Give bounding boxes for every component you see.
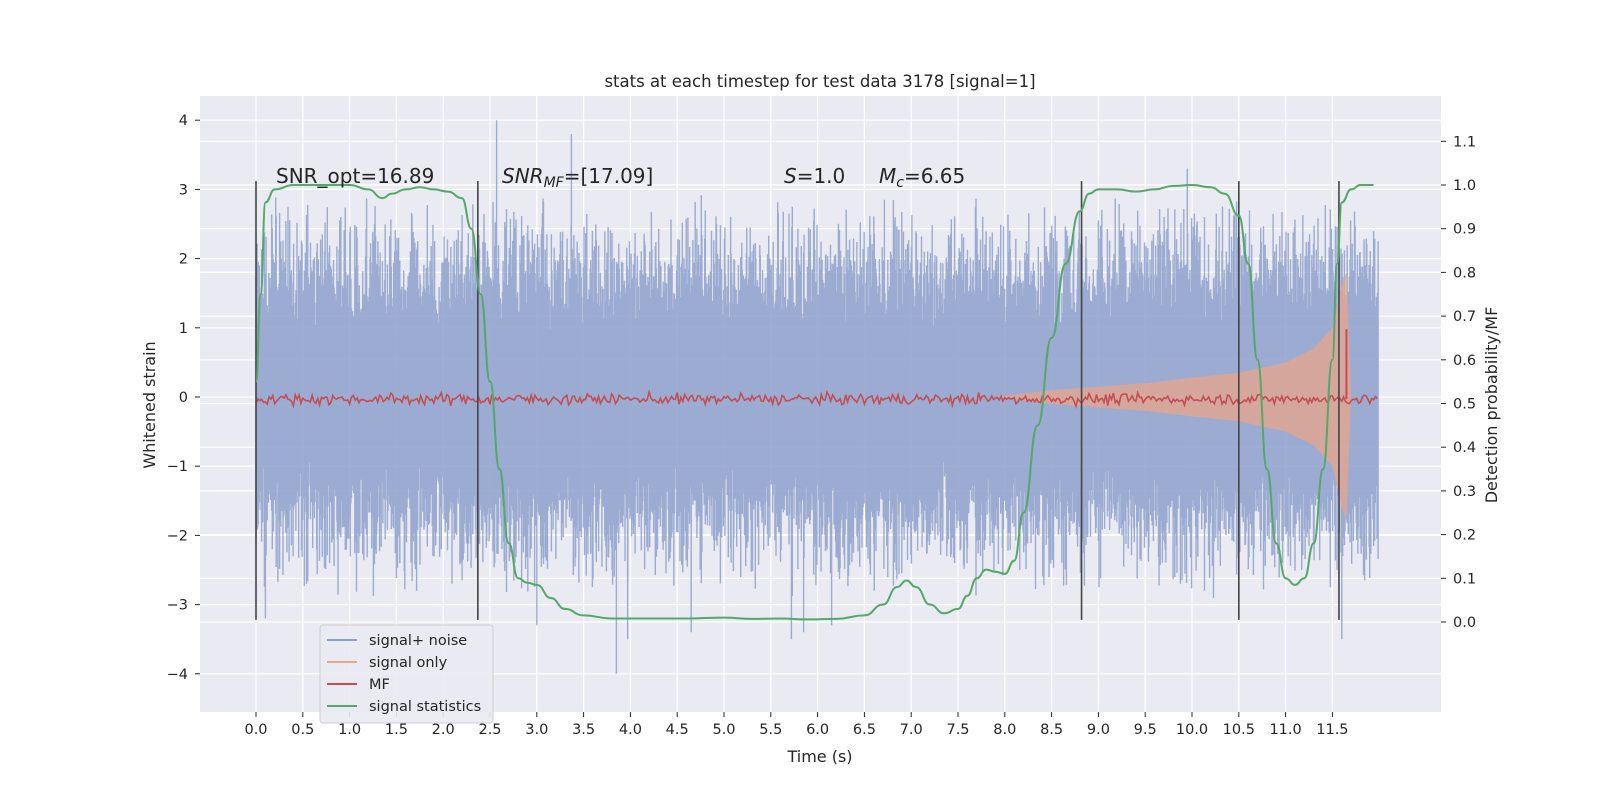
x-tick-label: 0.0 <box>244 722 267 738</box>
x-tick-label: 10.5 <box>1223 722 1255 738</box>
y2-tick-label: 0.9 <box>1453 222 1476 238</box>
x-tick-label: 9.0 <box>1087 722 1110 738</box>
x-tick-label: 4.5 <box>666 722 689 738</box>
y2-tick-label: 0.1 <box>1453 571 1476 587</box>
y2-tick-label: 0.4 <box>1453 440 1476 456</box>
y-axis-ticks: 4 3 2 1 0 −1 −2 −3 −4 <box>167 113 200 683</box>
y2-tick-label: 0.8 <box>1453 265 1476 281</box>
annotation-mc: Mc=6.65 <box>879 164 965 191</box>
x-tick-label: 8.0 <box>993 722 1016 738</box>
legend: signal+ noise signal only MF signal stat… <box>319 624 494 724</box>
legend-label-signal-statistics: signal statistics <box>369 699 481 715</box>
x-tick-label: 7.0 <box>900 722 923 738</box>
x-tick-label: 4.0 <box>619 722 642 738</box>
x-tick-label: 11.0 <box>1269 722 1301 738</box>
y2-tick-label: 0.3 <box>1453 484 1476 500</box>
x-axis-ticks: 0.0 0.5 1.0 1.5 2.0 2.5 3.0 3.5 4.0 4.5 5.0 5.5 6.0 6… <box>244 712 1349 738</box>
x-tick-label: 2.5 <box>478 722 501 738</box>
y-tick-label: 3 <box>179 182 188 198</box>
legend-frame <box>319 624 494 724</box>
y2-tick-label: 1.1 <box>1453 134 1476 150</box>
annotation-mc-subscript: c <box>896 175 904 191</box>
x-tick-label: 1.0 <box>338 722 361 738</box>
annotation-s-value: =1.0 <box>797 164 846 188</box>
y2-axis-ticks: 1.1 1.0 0.9 0.8 0.7 0.6 0.5 0.4 0.3 0.2 0.1 0.0 <box>1441 134 1476 631</box>
x-tick-label: 10.0 <box>1176 722 1208 738</box>
y-tick-label: 2 <box>179 252 188 268</box>
x-tick-label: 5.5 <box>759 722 782 738</box>
x-tick-label: 2.0 <box>432 722 455 738</box>
y2-tick-label: 0.6 <box>1453 353 1476 369</box>
annotation-snr-mf-symbol: SNR <box>502 164 544 188</box>
x-tick-label: 1.5 <box>385 722 408 738</box>
legend-label-signal-noise: signal+ noise <box>369 633 467 649</box>
annotation-snr-mf-subscript: MF <box>544 175 565 191</box>
y2-tick-label: 0.2 <box>1453 528 1476 544</box>
y-tick-label: 1 <box>179 321 188 337</box>
series-signal-only <box>995 272 1352 522</box>
y2-tick-label: 0.5 <box>1453 397 1476 413</box>
signal-statistics-line <box>255 183 1374 621</box>
x-axis-label: Time (s) <box>786 747 852 766</box>
signal-only-envelope <box>995 272 1352 522</box>
y2-tick-label: 0.0 <box>1453 615 1476 631</box>
y-tick-label: −4 <box>167 667 188 683</box>
x-tick-label: 3.0 <box>525 722 548 738</box>
y-tick-label: −1 <box>167 459 188 475</box>
annotation-s: S=1.0 <box>784 164 845 188</box>
series-mf <box>255 329 1378 409</box>
x-tick-label: 6.0 <box>806 722 829 738</box>
annotation-snr-mf-value: =[17.09] <box>564 164 654 188</box>
x-tick-label: 3.5 <box>572 722 595 738</box>
x-tick-label: 0.5 <box>291 722 314 738</box>
annotation-mc-symbol: M <box>879 164 896 188</box>
x-tick-label: 8.5 <box>1040 722 1063 738</box>
annotation-snr-opt: SNR_opt=16.89 <box>276 164 434 188</box>
y-tick-label: −2 <box>167 528 188 544</box>
x-tick-label: 11.5 <box>1316 722 1348 738</box>
y2-axis-label: Detection probability/MF <box>1482 307 1501 504</box>
y2-tick-label: 1.0 <box>1453 178 1476 194</box>
mf-line <box>255 389 1378 409</box>
x-tick-label: 5.0 <box>712 722 735 738</box>
legend-label-signal-only: signal only <box>369 655 448 671</box>
y-tick-label: 0 <box>179 390 188 406</box>
y-tick-label: 4 <box>179 113 188 129</box>
x-tick-label: 6.5 <box>853 722 876 738</box>
x-tick-label: 9.5 <box>1134 722 1157 738</box>
y-axis-label: Whitened strain <box>140 341 159 468</box>
legend-label-mf: MF <box>369 677 390 693</box>
x-tick-label: 7.5 <box>946 722 969 738</box>
y2-tick-label: 0.7 <box>1453 309 1476 325</box>
annotation-s-symbol: S <box>784 164 797 188</box>
chart-title: stats at each timestep for test data 317… <box>604 72 1035 91</box>
y-tick-label: −3 <box>167 598 188 614</box>
annotation-mc-value: =6.65 <box>904 164 965 188</box>
annotation-snr-mf: SNRMF=[17.09] <box>502 164 653 191</box>
series-signal-statistics <box>255 183 1374 621</box>
